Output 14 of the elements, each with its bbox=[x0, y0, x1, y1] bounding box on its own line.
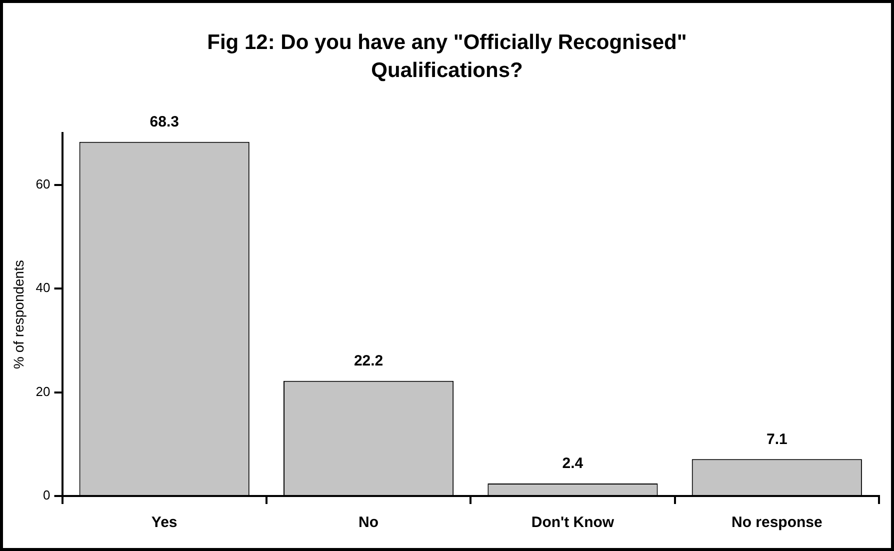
data-label: 2.4 bbox=[562, 455, 584, 472]
data-label: 22.2 bbox=[354, 352, 384, 370]
y-tick-label: 40 bbox=[36, 280, 50, 296]
y-tick-label: 20 bbox=[36, 384, 50, 399]
x-tick-label: Yes bbox=[151, 514, 178, 532]
x-tick-label: No bbox=[358, 514, 379, 532]
data-label: 68.3 bbox=[150, 113, 179, 130]
x-tick-label: Don't Know bbox=[531, 514, 614, 532]
y-axis-title: % of respondents bbox=[10, 260, 26, 369]
y-tick-label: 0 bbox=[43, 488, 50, 503]
x-tick-label: No response bbox=[731, 514, 822, 532]
chart-title: Fig 12: Do you have any "Officially Recognised" Qualifications? bbox=[206, 30, 688, 84]
data-label: 7.1 bbox=[766, 430, 788, 448]
y-tick-label: 60 bbox=[36, 176, 50, 192]
